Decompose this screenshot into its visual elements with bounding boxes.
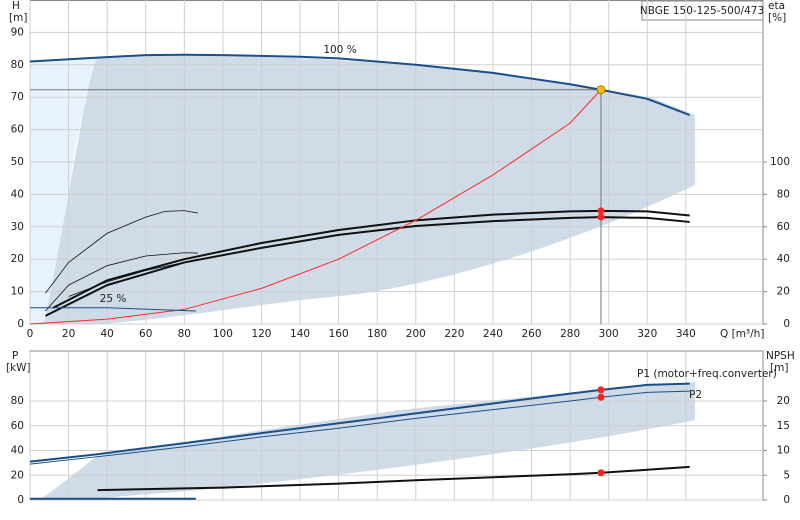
- pale-area: [30, 57, 97, 324]
- x-tick-label: 120: [251, 328, 271, 340]
- x-tick-label: 320: [637, 328, 657, 340]
- y2-label: eta: [768, 0, 785, 12]
- annotation: 25 %: [100, 293, 127, 305]
- operating-marker: [597, 393, 605, 401]
- series-line: [30, 307, 196, 312]
- x-tick-label: 300: [599, 328, 619, 340]
- y2-unit: [%]: [768, 12, 786, 24]
- operating-range: [44, 55, 695, 324]
- operating-marker: [597, 207, 605, 215]
- x-tick-label: 60: [139, 328, 152, 340]
- series-line: [97, 465, 690, 492]
- series-line: [68, 258, 198, 297]
- y-tick-label: 60: [11, 124, 24, 136]
- x-tick-label: 40: [100, 328, 113, 340]
- series-line: [29, 89, 602, 325]
- y-tick-label: 80: [11, 59, 24, 71]
- x-label: Q [m³/h]: [720, 328, 764, 340]
- y-tick-label: 0: [17, 318, 24, 330]
- y-label: P: [12, 350, 18, 362]
- x-tick-label: 200: [406, 328, 426, 340]
- y-unit: [kW]: [6, 362, 31, 374]
- series-line: [29, 382, 690, 463]
- x-tick-label: 160: [329, 328, 349, 340]
- y-tick-label: 80: [11, 395, 24, 407]
- y2-label: NPSH: [766, 350, 795, 362]
- series-label: P2: [689, 389, 702, 401]
- x-tick-label: 140: [290, 328, 310, 340]
- y2-tick-label: 10: [777, 445, 790, 457]
- y-unit: [m]: [9, 12, 27, 24]
- y-tick-label: 10: [11, 286, 24, 298]
- x-tick-label: 80: [178, 328, 191, 340]
- series-line: [45, 252, 198, 312]
- operating-marker: [597, 469, 605, 477]
- y-tick-label: 40: [11, 445, 24, 457]
- annotation: 100 %: [323, 44, 356, 56]
- x-tick-label: 340: [676, 328, 696, 340]
- y-tick-label: 60: [11, 420, 24, 432]
- duty-point: [596, 85, 606, 95]
- y2-unit: [m]: [770, 362, 788, 374]
- operating-marker: [597, 213, 605, 221]
- series-line: [45, 210, 198, 294]
- y2-tick-label: 15: [777, 420, 790, 432]
- y2-tick-label: 0: [783, 318, 790, 330]
- y2-tick-label: 100: [770, 156, 790, 168]
- series-line: [29, 390, 690, 465]
- y-tick-label: 20: [11, 469, 24, 481]
- y2-tick-label: 80: [777, 188, 790, 200]
- chart-title: NBGE 150-125-500/473: [640, 5, 764, 17]
- y2-tick-label: 60: [777, 221, 790, 233]
- operating-marker: [597, 386, 605, 394]
- x-tick-label: 180: [367, 328, 387, 340]
- x-tick-label: 0: [27, 328, 34, 340]
- x-tick-label: 260: [522, 328, 542, 340]
- y-tick-label: 90: [11, 26, 24, 38]
- series-line: [44, 216, 690, 317]
- x-tick-label: 280: [560, 328, 580, 340]
- x-tick-label: 100: [213, 328, 233, 340]
- y2-tick-label: 20: [777, 286, 790, 298]
- y-tick-label: 40: [11, 188, 24, 200]
- y-label: H: [12, 0, 20, 12]
- y2-tick-label: 5: [783, 469, 790, 481]
- y-tick-label: 30: [11, 221, 24, 233]
- x-tick-label: 240: [483, 328, 503, 340]
- x-tick-label: 20: [62, 328, 75, 340]
- y-tick-label: 50: [11, 156, 24, 168]
- y2-tick-label: 40: [777, 253, 790, 265]
- y-tick-label: 0: [17, 494, 24, 506]
- y2-tick-label: 20: [777, 395, 790, 407]
- y-tick-label: 20: [11, 253, 24, 265]
- y2-tick-label: 0: [783, 494, 790, 506]
- x-tick-label: 220: [444, 328, 464, 340]
- title-box: [641, 0, 764, 21]
- y-tick-label: 70: [11, 91, 24, 103]
- series-label: P1 (motor+freq.converter): [637, 368, 777, 380]
